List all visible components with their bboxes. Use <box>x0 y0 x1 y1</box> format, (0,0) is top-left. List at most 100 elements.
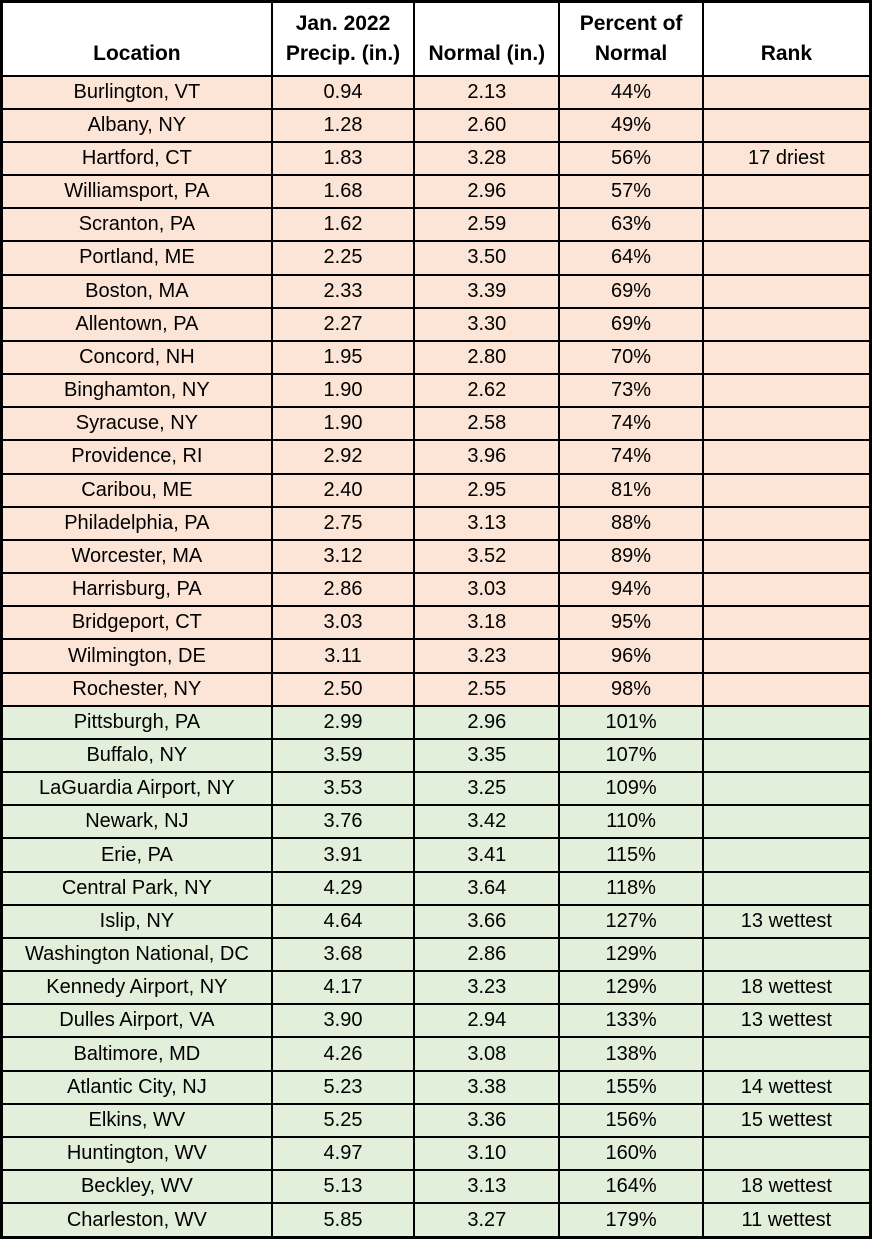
cell-precip: 2.75 <box>270 505 416 541</box>
cell-normal: 2.86 <box>413 936 561 973</box>
cell-percent-of-normal: 74% <box>558 406 704 442</box>
cell-rank: 14 wettest <box>701 1069 872 1105</box>
cell-precip: 3.53 <box>270 771 416 807</box>
cell-location: Philadelphia, PA <box>0 505 273 541</box>
cell-normal: 2.55 <box>413 671 561 707</box>
cell-percent-of-normal: 118% <box>558 870 704 906</box>
cell-location: Beckley, WV <box>0 1169 273 1205</box>
cell-precip: 2.27 <box>270 306 416 342</box>
cell-percent-of-normal: 115% <box>558 837 704 873</box>
cell-location: Pittsburgh, PA <box>0 704 273 740</box>
table-row: Concord, NH 1.95 2.80 70% <box>0 339 872 376</box>
cell-percent-of-normal: 156% <box>558 1102 704 1139</box>
table-row: Albany, NY 1.28 2.60 49% <box>0 107 872 143</box>
cell-location: Syracuse, NY <box>0 406 273 442</box>
cell-location: Concord, NH <box>0 339 273 376</box>
cell-rank <box>701 1135 872 1172</box>
cell-location: Charleston, WV <box>0 1202 273 1239</box>
table-row: Providence, RI 2.92 3.96 74% <box>0 439 872 475</box>
cell-normal: 3.41 <box>413 837 561 873</box>
cell-location: Burlington, VT <box>0 74 273 110</box>
table-header: Location Jan. 2022 Precip. (in.) Normal … <box>0 0 872 77</box>
cell-rank <box>701 771 872 807</box>
cell-percent-of-normal: 69% <box>558 306 704 342</box>
cell-location: Portland, ME <box>0 240 273 276</box>
cell-precip: 3.03 <box>270 605 416 641</box>
cell-rank <box>701 472 872 508</box>
cell-normal: 3.03 <box>413 572 561 608</box>
cell-rank <box>701 837 872 873</box>
table-row: Binghamton, NY 1.90 2.62 73% <box>0 373 872 409</box>
cell-precip: 4.29 <box>270 870 416 906</box>
cell-precip: 2.92 <box>270 439 416 475</box>
table-row: Syracuse, NY 1.90 2.58 74% <box>0 406 872 442</box>
cell-precip: 1.68 <box>270 174 416 210</box>
cell-normal: 3.42 <box>413 804 561 840</box>
cell-precip: 1.28 <box>270 107 416 143</box>
table-row: Bridgeport, CT 3.03 3.18 95% <box>0 605 872 641</box>
cell-percent-of-normal: 56% <box>558 140 704 177</box>
cell-rank: 17 driest <box>701 140 872 177</box>
cell-normal: 3.08 <box>413 1036 561 1072</box>
cell-location: Binghamton, NY <box>0 373 273 409</box>
cell-rank <box>701 240 872 276</box>
cell-rank <box>701 870 872 906</box>
cell-rank <box>701 671 872 707</box>
header-row: Location Jan. 2022 Precip. (in.) Normal … <box>0 0 872 77</box>
cell-location: Islip, NY <box>0 903 273 939</box>
cell-precip: 3.90 <box>270 1003 416 1039</box>
cell-percent-of-normal: 129% <box>558 970 704 1006</box>
table-row: Buffalo, NY 3.59 3.35 107% <box>0 737 872 774</box>
cell-percent-of-normal: 70% <box>558 339 704 376</box>
cell-rank <box>701 1036 872 1072</box>
cell-percent-of-normal: 63% <box>558 207 704 243</box>
cell-precip: 5.25 <box>270 1102 416 1139</box>
cell-rank <box>701 373 872 409</box>
cell-location: Baltimore, MD <box>0 1036 273 1072</box>
cell-normal: 3.25 <box>413 771 561 807</box>
cell-location: Dulles Airport, VA <box>0 1003 273 1039</box>
table-row: Worcester, MA 3.12 3.52 89% <box>0 538 872 575</box>
cell-rank <box>701 572 872 608</box>
cell-rank <box>701 174 872 210</box>
cell-rank: 11 wettest <box>701 1202 872 1239</box>
cell-normal: 3.52 <box>413 538 561 575</box>
cell-normal: 2.96 <box>413 704 561 740</box>
table-row: Rochester, NY 2.50 2.55 98% <box>0 671 872 707</box>
cell-rank: 18 wettest <box>701 970 872 1006</box>
cell-precip: 4.97 <box>270 1135 416 1172</box>
cell-normal: 2.59 <box>413 207 561 243</box>
cell-precip: 5.85 <box>270 1202 416 1239</box>
cell-normal: 3.18 <box>413 605 561 641</box>
cell-percent-of-normal: 160% <box>558 1135 704 1172</box>
cell-percent-of-normal: 179% <box>558 1202 704 1239</box>
cell-percent-of-normal: 109% <box>558 771 704 807</box>
cell-percent-of-normal: 96% <box>558 638 704 674</box>
cell-location: Atlantic City, NJ <box>0 1069 273 1105</box>
cell-rank: 13 wettest <box>701 903 872 939</box>
cell-rank: 13 wettest <box>701 1003 872 1039</box>
cell-rank <box>701 339 872 376</box>
cell-normal: 3.10 <box>413 1135 561 1172</box>
table-row: Erie, PA 3.91 3.41 115% <box>0 837 872 873</box>
cell-precip: 2.25 <box>270 240 416 276</box>
cell-location: Worcester, MA <box>0 538 273 575</box>
cell-precip: 1.95 <box>270 339 416 376</box>
table-row: Newark, NJ 3.76 3.42 110% <box>0 804 872 840</box>
cell-percent-of-normal: 138% <box>558 1036 704 1072</box>
cell-location: Scranton, PA <box>0 207 273 243</box>
cell-precip: 4.64 <box>270 903 416 939</box>
cell-rank <box>701 538 872 575</box>
column-header-percent-of-normal: Percent of Normal <box>558 0 704 77</box>
cell-normal: 2.96 <box>413 174 561 210</box>
cell-normal: 3.30 <box>413 306 561 342</box>
cell-precip: 2.50 <box>270 671 416 707</box>
table-row: Islip, NY 4.64 3.66 127% 13 wettest <box>0 903 872 939</box>
column-header-precip: Jan. 2022 Precip. (in.) <box>270 0 416 77</box>
cell-normal: 2.13 <box>413 74 561 110</box>
cell-rank <box>701 605 872 641</box>
cell-location: Elkins, WV <box>0 1102 273 1139</box>
cell-precip: 3.76 <box>270 804 416 840</box>
cell-percent-of-normal: 89% <box>558 538 704 575</box>
